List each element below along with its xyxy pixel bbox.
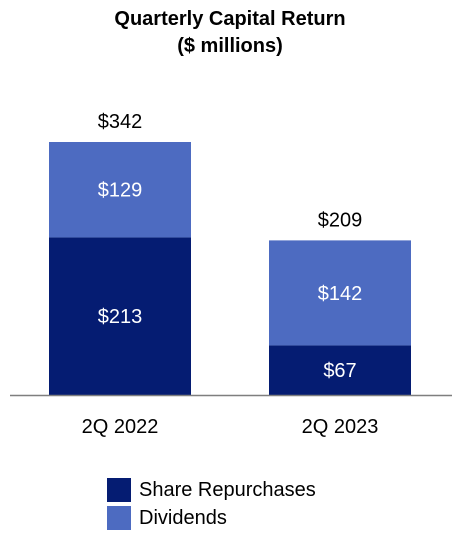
legend-swatch-dividends <box>107 506 131 530</box>
legend-swatch-share-repurchases <box>107 478 131 502</box>
x-tick-label: 2Q 2023 <box>302 416 379 438</box>
legend-label-dividends: Dividends <box>139 506 227 529</box>
data-label-share-repurchases: $213 <box>98 306 143 328</box>
legend-label-share-repurchases: Share Repurchases <box>139 478 316 501</box>
data-label-dividends: $142 <box>318 283 363 305</box>
total-label: $209 <box>318 209 363 231</box>
total-label: $342 <box>98 111 143 133</box>
bar-segment-dividends <box>49 142 191 238</box>
bar-segment-share-repurchases <box>269 345 411 395</box>
chart-title-block: Quarterly Capital Return ($ millions) <box>0 6 460 60</box>
chart-title: Quarterly Capital Return <box>114 8 346 30</box>
data-label-share-repurchases: $67 <box>323 360 356 382</box>
legend-item-dividends: Dividends <box>107 504 316 532</box>
data-label-dividends: $129 <box>98 180 143 202</box>
legend: Share Repurchases Dividends <box>107 476 316 532</box>
stacked-bar-chart: $213 $129 $342 2Q 2022 $67 $142 $209 2Q 2023 <box>10 111 452 438</box>
bar-segment-share-repurchases <box>49 237 191 395</box>
chart-subtitle: ($ millions) <box>177 35 283 57</box>
x-tick-label: 2Q 2022 <box>82 416 159 438</box>
legend-item-share-repurchases: Share Repurchases <box>107 476 316 504</box>
bar-segment-dividends <box>269 240 411 346</box>
